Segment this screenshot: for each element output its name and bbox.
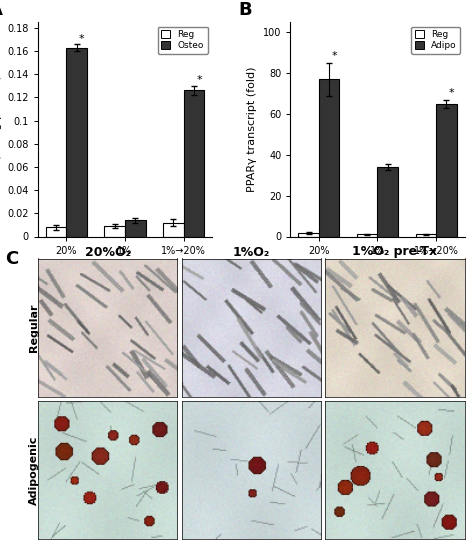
- Text: B: B: [238, 1, 252, 19]
- Text: *: *: [79, 34, 84, 44]
- Bar: [66, 47, 87, 236]
- Bar: [46, 227, 66, 236]
- Y-axis label: PPARγ transcript (fold): PPARγ transcript (fold): [247, 67, 257, 192]
- Legend: Reg, Adipo: Reg, Adipo: [411, 26, 460, 54]
- Bar: [436, 104, 456, 236]
- Text: A: A: [0, 1, 3, 19]
- Y-axis label: ALP (IU/mg protein): ALP (IU/mg protein): [0, 75, 2, 184]
- X-axis label: O₂ concentration: O₂ concentration: [78, 261, 172, 271]
- Bar: [416, 234, 436, 236]
- Y-axis label: Adipogenic: Adipogenic: [29, 435, 39, 504]
- X-axis label: O₂ concentration: O₂ concentration: [330, 261, 425, 271]
- Bar: [298, 233, 319, 236]
- Legend: Reg, Osteo: Reg, Osteo: [158, 26, 208, 54]
- Bar: [357, 234, 377, 236]
- Bar: [377, 167, 398, 236]
- Title: 20%O₂: 20%O₂: [85, 245, 131, 258]
- Bar: [104, 226, 125, 236]
- Title: 1%O₂ pre-Tx: 1%O₂ pre-Tx: [352, 245, 438, 258]
- Text: *: *: [196, 75, 202, 85]
- Bar: [125, 220, 146, 236]
- Y-axis label: Regular: Regular: [29, 304, 39, 352]
- Title: 1%O₂: 1%O₂: [233, 245, 270, 258]
- Text: C: C: [5, 250, 18, 268]
- Bar: [183, 90, 204, 236]
- Bar: [319, 79, 339, 236]
- Bar: [163, 223, 183, 236]
- Text: *: *: [449, 87, 454, 97]
- Text: *: *: [331, 51, 337, 61]
